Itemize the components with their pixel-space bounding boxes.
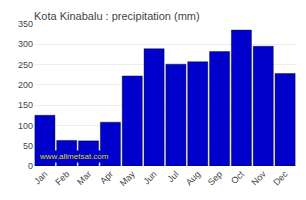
svg-text:Oct: Oct [229, 169, 246, 186]
svg-text:Nov: Nov [249, 169, 268, 188]
svg-text:0: 0 [28, 161, 33, 171]
svg-text:Feb: Feb [53, 169, 71, 187]
svg-text:Aug: Aug [184, 169, 202, 187]
svg-text:50: 50 [23, 141, 33, 151]
svg-text:Dec: Dec [271, 169, 290, 188]
svg-text:200: 200 [18, 80, 33, 90]
svg-text:Mar: Mar [75, 169, 93, 187]
svg-text:Apr: Apr [98, 169, 115, 186]
svg-text:Jan: Jan [32, 169, 49, 186]
svg-text:150: 150 [18, 100, 33, 110]
svg-text:300: 300 [18, 39, 33, 49]
svg-text:Jul: Jul [165, 169, 180, 184]
svg-text:Jun: Jun [141, 169, 158, 186]
svg-text:Kota Kinabalu : precipitation: Kota Kinabalu : precipitation (mm) [34, 10, 200, 22]
svg-text:250: 250 [18, 60, 33, 70]
svg-text:www.allmetsat.com: www.allmetsat.com [39, 152, 109, 161]
svg-text:100: 100 [18, 121, 33, 131]
svg-text:May: May [118, 169, 137, 188]
svg-text:350: 350 [18, 19, 33, 29]
svg-text:Sep: Sep [206, 169, 224, 187]
